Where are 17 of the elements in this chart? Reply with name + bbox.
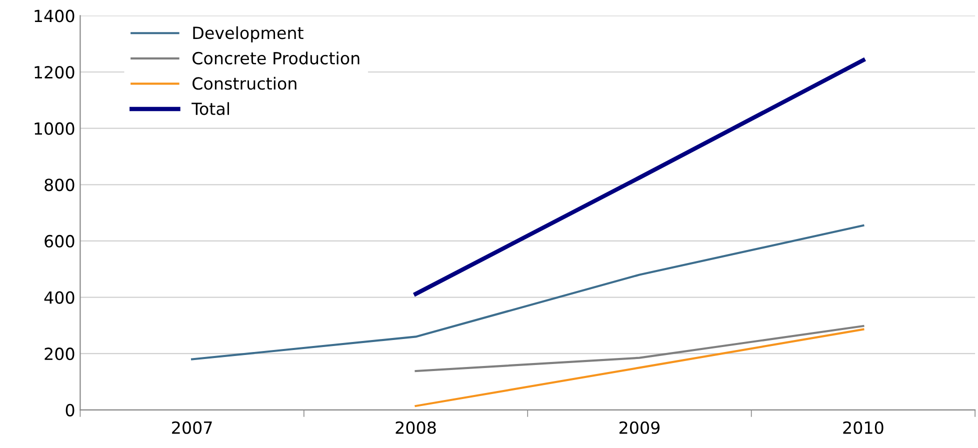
legend-label: Construction (192, 76, 296, 90)
y-tick-label: 400 (44, 291, 74, 304)
y-tick-label: 200 (44, 348, 74, 360)
legend-label: Total (192, 102, 229, 116)
line-series (191, 224, 864, 360)
legend-label: Development (193, 26, 304, 42)
y-tick-label: 1000 (34, 122, 74, 135)
y-tick-label: 800 (44, 178, 74, 192)
x-tick-label: 2007 (172, 421, 212, 434)
y-tick-label: 1400 (34, 10, 74, 22)
x-tick-label: 2009 (620, 421, 660, 434)
y-tick-label: 1200 (34, 66, 74, 79)
y-tick-label: 0 (66, 404, 74, 416)
y-tick-label: 600 (44, 234, 74, 248)
x-tick-label: 2010 (843, 421, 884, 434)
x-tick-label: 2008 (396, 421, 436, 434)
legend-label: Concrete Production (192, 52, 360, 64)
